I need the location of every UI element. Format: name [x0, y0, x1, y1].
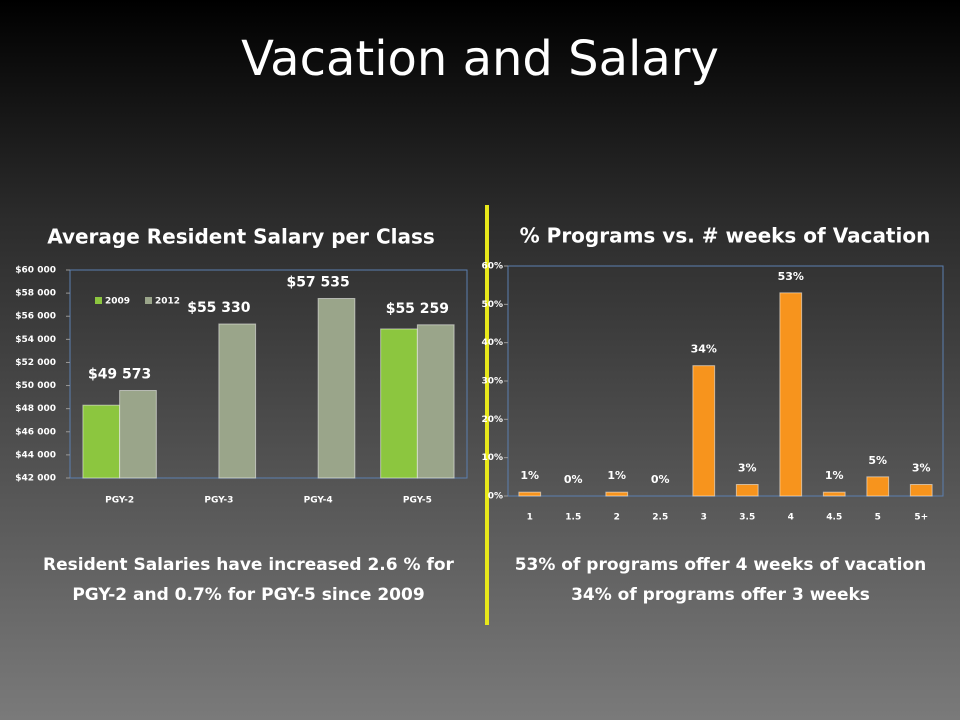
- x-tick-label: 2.5: [652, 513, 668, 523]
- y-tick-label: 10%: [481, 453, 503, 463]
- y-tick-label: 40%: [481, 338, 503, 348]
- y-tick-label: 20%: [481, 415, 503, 425]
- y-tick-label: 60%: [481, 262, 503, 272]
- data-label: 5%: [868, 454, 887, 467]
- data-label: $57 535: [286, 274, 349, 290]
- x-tick-label: 1.5: [565, 513, 581, 523]
- caption: PGY-2 and 0.7% for PGY-5 since 2009: [72, 585, 424, 605]
- legend-swatch: [145, 297, 152, 304]
- legend-label: 2009: [105, 297, 130, 307]
- y-tick-label: $42 000: [15, 474, 56, 484]
- x-tick-label: PGY-5: [403, 496, 432, 506]
- legend-label: 2012: [155, 297, 180, 307]
- data-label: 1%: [607, 469, 626, 482]
- y-tick-label: $56 000: [15, 312, 56, 322]
- x-tick-label: 4.5: [826, 513, 842, 523]
- bar: [692, 365, 716, 497]
- chart-title: Average Resident Salary per Class: [47, 225, 435, 249]
- data-label: 1%: [825, 469, 844, 482]
- data-label: 0%: [651, 473, 670, 486]
- bar: [218, 323, 257, 479]
- y-tick-label: 0%: [488, 492, 503, 502]
- y-tick-label: $52 000: [15, 358, 56, 368]
- x-tick-label: PGY-2: [105, 496, 134, 506]
- data-label: 53%: [778, 270, 804, 283]
- bar: [822, 491, 846, 497]
- bar: [380, 328, 418, 479]
- bar: [82, 404, 121, 479]
- data-label: 34%: [691, 343, 717, 356]
- bar: [866, 476, 890, 497]
- bar: [416, 324, 455, 479]
- caption: 53% of programs offer 4 weeks of vacatio…: [515, 555, 927, 575]
- bar: [909, 484, 933, 497]
- y-tick-label: $54 000: [15, 335, 56, 345]
- data-label: $55 259: [386, 301, 449, 317]
- y-tick-label: $60 000: [15, 266, 56, 276]
- x-tick-label: 5: [875, 513, 881, 523]
- caption: 34% of programs offer 3 weeks: [571, 585, 870, 605]
- y-tick-label: $58 000: [15, 289, 56, 299]
- chart-title: % Programs vs. # weeks of Vacation: [520, 224, 931, 248]
- x-tick-label: PGY-3: [204, 496, 233, 506]
- data-label: 3%: [738, 462, 757, 475]
- y-tick-label: 30%: [481, 377, 503, 387]
- x-tick-label: 5+: [914, 513, 928, 523]
- plot-area: [69, 269, 468, 479]
- bar: [317, 297, 356, 479]
- y-tick-label: $50 000: [15, 381, 56, 391]
- x-tick-label: 4: [788, 513, 794, 523]
- bar: [779, 292, 803, 497]
- data-label: 0%: [564, 473, 583, 486]
- slide-title: Vacation and Salary: [241, 31, 719, 87]
- y-tick-label: $48 000: [15, 404, 56, 414]
- legend-swatch: [95, 297, 102, 304]
- x-tick-label: 3: [701, 513, 707, 523]
- bar: [605, 491, 629, 497]
- bar: [735, 484, 759, 497]
- y-tick-label: $46 000: [15, 427, 56, 437]
- x-tick-label: PGY-4: [304, 496, 333, 506]
- x-tick-label: 3.5: [739, 513, 755, 523]
- data-label: 1%: [520, 469, 539, 482]
- bar: [119, 389, 157, 479]
- caption: Resident Salaries have increased 2.6 % f…: [43, 555, 454, 575]
- x-tick-label: 2: [614, 513, 620, 523]
- bar: [518, 491, 542, 497]
- data-label: $49 573: [88, 366, 151, 382]
- x-tick-label: 1: [527, 513, 533, 523]
- data-label: 3%: [912, 462, 931, 475]
- data-label: $55 330: [187, 300, 251, 316]
- y-tick-label: 50%: [481, 300, 503, 310]
- y-tick-label: $44 000: [15, 450, 56, 460]
